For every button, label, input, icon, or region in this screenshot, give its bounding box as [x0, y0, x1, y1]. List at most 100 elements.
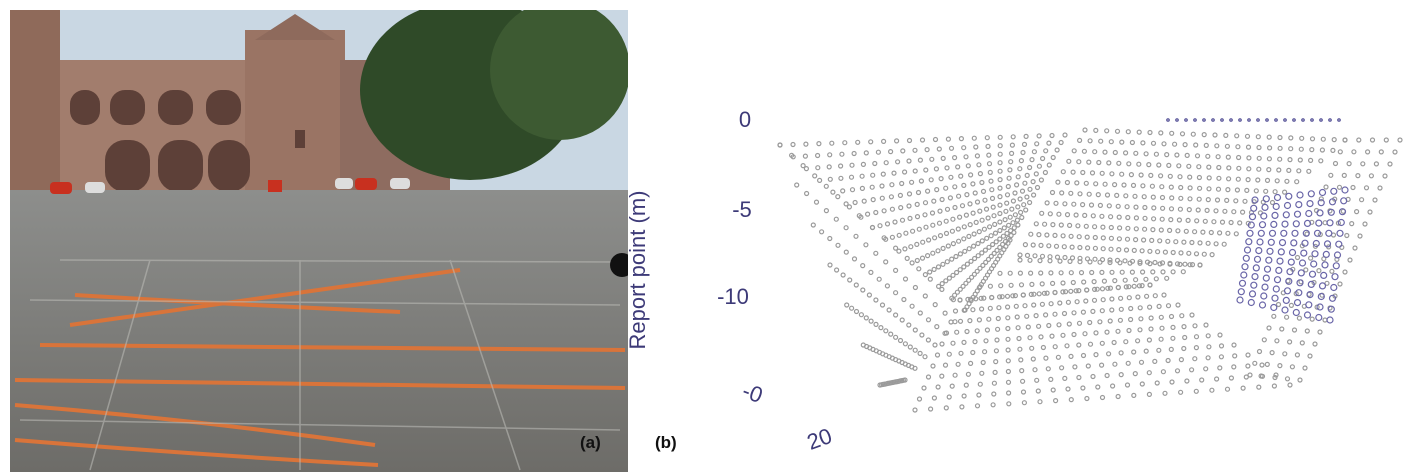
point: [924, 225, 928, 229]
point: [1265, 266, 1271, 272]
point: [1193, 357, 1197, 361]
point: [1178, 175, 1182, 179]
point: [925, 148, 929, 152]
point: [921, 240, 925, 244]
point: [905, 256, 909, 260]
point: [1253, 265, 1259, 271]
point: [1198, 263, 1202, 267]
point: [884, 260, 888, 264]
point: [924, 201, 928, 205]
point: [1032, 193, 1036, 197]
point: [1144, 277, 1148, 281]
point: [1232, 210, 1236, 214]
point: [904, 231, 908, 235]
point: [848, 278, 852, 282]
point: [795, 183, 799, 187]
point: [1288, 259, 1294, 265]
point: [1138, 306, 1142, 310]
point: [1018, 167, 1022, 171]
point: [987, 245, 991, 249]
point: [943, 311, 947, 315]
point: [1132, 350, 1136, 354]
point: [1154, 152, 1158, 156]
point: [1154, 277, 1158, 281]
point: [945, 166, 949, 170]
point: [1107, 161, 1111, 165]
point: [894, 313, 898, 317]
point: [1332, 138, 1336, 142]
point: [1348, 258, 1352, 262]
point: [1043, 171, 1047, 175]
point: [948, 196, 952, 200]
point: [973, 257, 977, 261]
point: [1212, 220, 1216, 224]
point: [880, 196, 884, 200]
point: [959, 137, 963, 141]
point: [936, 385, 940, 389]
point: [977, 163, 981, 167]
point: [964, 383, 968, 387]
point: [958, 252, 962, 256]
point: [1378, 186, 1382, 190]
point: [1196, 208, 1200, 212]
point: [1087, 160, 1091, 164]
point: [947, 395, 951, 399]
point: [1272, 212, 1278, 218]
point: [1152, 206, 1156, 210]
point: [1212, 119, 1214, 121]
point: [1398, 138, 1402, 142]
point: [1272, 295, 1278, 301]
point: [1147, 338, 1151, 342]
point: [1006, 316, 1010, 320]
point: [947, 276, 951, 280]
point: [881, 303, 885, 307]
point: [928, 277, 932, 281]
point: [964, 213, 968, 217]
point: [1213, 133, 1217, 137]
point: [861, 264, 865, 268]
point: [940, 374, 944, 378]
point: [871, 173, 875, 177]
point: [1136, 295, 1140, 299]
point: [1167, 304, 1171, 308]
point: [1305, 312, 1311, 318]
point: [996, 327, 1000, 331]
point: [1267, 248, 1273, 254]
point: [1251, 205, 1257, 211]
point: [1066, 387, 1070, 391]
point: [1230, 119, 1232, 121]
point: [1288, 383, 1292, 387]
point: [1185, 153, 1189, 157]
point: [1296, 290, 1302, 296]
point: [1123, 278, 1127, 282]
point: [998, 144, 1002, 148]
point: [1093, 257, 1097, 261]
point: [969, 361, 973, 365]
point: [1248, 119, 1250, 121]
point: [1176, 119, 1178, 121]
point: [1207, 176, 1211, 180]
point: [1093, 236, 1097, 240]
point: [1133, 194, 1137, 198]
point: [1183, 143, 1187, 147]
point: [1106, 286, 1110, 290]
tick-label: -5: [732, 197, 752, 222]
point: [791, 143, 795, 147]
point: [980, 239, 984, 243]
point: [1345, 234, 1349, 238]
point: [1176, 229, 1180, 233]
point: [1021, 379, 1025, 383]
point: [1247, 145, 1251, 149]
point: [954, 255, 958, 259]
point: [944, 406, 948, 410]
point: [1179, 358, 1183, 362]
point: [1175, 153, 1179, 157]
point: [1309, 158, 1313, 162]
point: [1108, 319, 1112, 323]
point: [1044, 356, 1048, 360]
point: [1182, 347, 1186, 351]
point: [1158, 239, 1162, 243]
point: [1162, 142, 1166, 146]
point: [899, 206, 903, 210]
point: [1050, 334, 1054, 338]
